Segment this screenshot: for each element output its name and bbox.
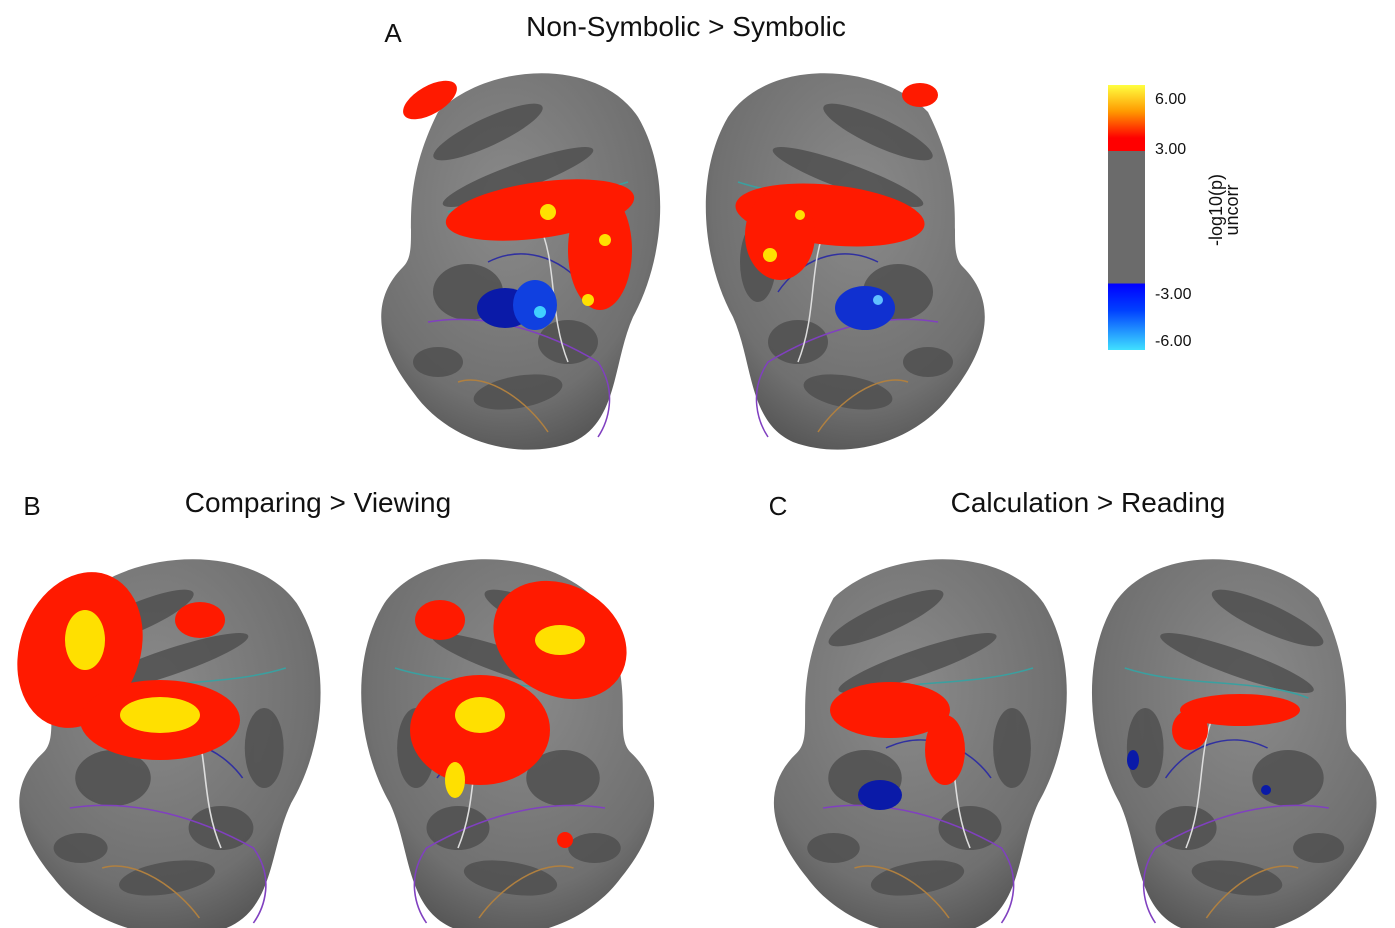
- panel-title: Comparing > Viewing: [185, 487, 451, 518]
- colorbar-tick: 6.00: [1155, 91, 1186, 108]
- activation-red: [403, 80, 938, 310]
- colorbar-sublabel: uncorr: [1222, 184, 1242, 235]
- panel-letter: A: [384, 18, 402, 48]
- colorbar: [1108, 85, 1145, 350]
- activation-red: [830, 682, 1300, 785]
- colorbar-label: -log10(p): [1206, 174, 1226, 246]
- brain-left: [773, 558, 1068, 928]
- activation-yellow: [540, 204, 805, 306]
- panel-letter: C: [769, 491, 788, 521]
- panel-title: Calculation > Reading: [951, 487, 1226, 518]
- colorbar-tick: -3.00: [1155, 286, 1192, 303]
- panel-title: Non-Symbolic > Symbolic: [526, 11, 846, 42]
- brain-right: [1091, 558, 1378, 928]
- brain-right: [705, 72, 986, 451]
- activation-blue: [858, 750, 1271, 810]
- panel-letter: B: [23, 491, 40, 521]
- activation-yellow: [65, 610, 585, 798]
- colorbar-tick: -6.00: [1155, 333, 1192, 350]
- activation-blue: [477, 280, 895, 330]
- colorbar-tick: 3.00: [1155, 141, 1186, 158]
